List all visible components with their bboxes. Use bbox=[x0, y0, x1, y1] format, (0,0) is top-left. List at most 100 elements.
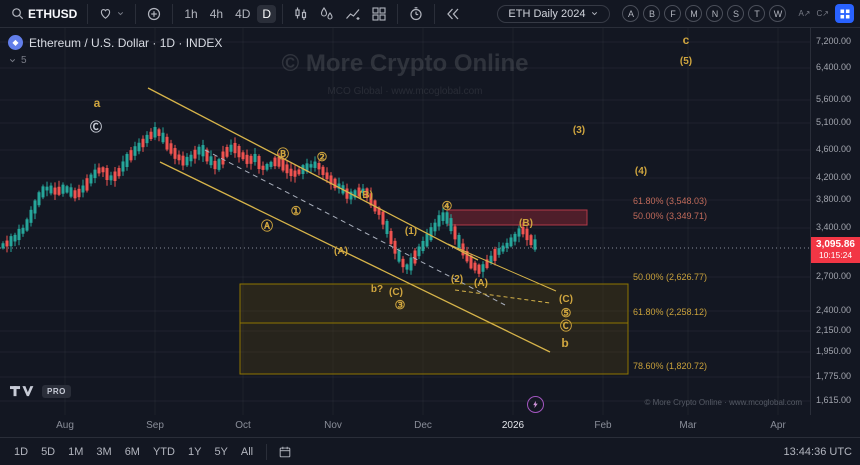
toolbar-separator bbox=[434, 3, 436, 24]
apps-grid-icon bbox=[840, 9, 849, 18]
time-axis-label: Nov bbox=[324, 420, 342, 431]
price-axis-label: 1,950.00 bbox=[816, 346, 852, 356]
indicators-icon bbox=[321, 6, 333, 20]
grid-layout-icon bbox=[372, 6, 386, 21]
compare-chart-button[interactable] bbox=[341, 4, 365, 24]
utc-clock[interactable]: 13:44:36 UTC bbox=[783, 445, 852, 458]
ethereum-icon: ◆ bbox=[8, 35, 23, 50]
letter-button-b[interactable]: B bbox=[643, 5, 661, 22]
interval-1h-button[interactable]: 1h bbox=[184, 6, 198, 21]
heart-icon bbox=[101, 8, 111, 19]
symbol-header[interactable]: ◆ Ethereum / U.S. Dollar · 1D · INDEX bbox=[8, 35, 222, 50]
range-button-5y[interactable]: 5Y bbox=[214, 445, 228, 458]
tradingview-logo[interactable]: PRO bbox=[10, 385, 71, 398]
letter-button-w[interactable]: W bbox=[769, 5, 787, 22]
alert-button[interactable] bbox=[404, 4, 428, 24]
quick-action-button[interactable] bbox=[527, 396, 544, 413]
price-axis[interactable]: 3,095.86 10:15:24 7,200.00 6,400.00 5,600.… bbox=[810, 28, 860, 415]
chevron-down-icon bbox=[592, 12, 598, 16]
chevron-down-icon bbox=[9, 59, 16, 63]
go-to-date-button[interactable] bbox=[274, 443, 296, 461]
alert-clock-icon bbox=[410, 6, 422, 20]
bar-countdown: 10:15:24 bbox=[818, 249, 853, 260]
watermark: © More Crypto Online MCO Global · www.mc… bbox=[0, 50, 810, 97]
compare-add-button[interactable] bbox=[142, 4, 166, 24]
bottom-toolbar: 1D 5D 1M 3M 6M YTD 1Y 5Y All 13:44:36 UTC bbox=[0, 437, 860, 465]
letter-button-t[interactable]: T bbox=[748, 5, 766, 22]
toolbar-right-cluster: A↗ C↗ bbox=[798, 4, 854, 23]
toolbar-separator bbox=[135, 3, 137, 24]
price-axis-label: 5,600.00 bbox=[816, 94, 852, 104]
chart-area: © More Crypto Online MCO Global · www.mc… bbox=[0, 28, 860, 415]
interval-4h-button[interactable]: 4h bbox=[209, 6, 224, 21]
letter-button-a[interactable]: A bbox=[622, 5, 640, 22]
letter-button-n[interactable]: N bbox=[706, 5, 724, 22]
time-axis-label: Dec bbox=[414, 420, 432, 431]
time-axis-label: Feb bbox=[594, 420, 612, 431]
range-button-all[interactable]: All bbox=[240, 445, 254, 458]
time-axis[interactable]: Aug Sep Oct Nov Dec 2026 Feb Mar Apr bbox=[0, 415, 860, 437]
toolbar-mini-icon-a[interactable]: A↗ bbox=[798, 9, 811, 18]
time-axis-label: Mar bbox=[679, 420, 697, 431]
price-axis-label: 2,700.00 bbox=[816, 271, 852, 281]
current-price: 3,095.86 bbox=[816, 239, 855, 250]
time-axis-label: Aug bbox=[56, 420, 74, 431]
letter-button-f[interactable]: F bbox=[664, 5, 682, 22]
symbol-name: ETHUSD bbox=[28, 6, 78, 21]
toolbar-separator bbox=[87, 3, 89, 24]
current-price-badge: 3,095.86 10:15:24 bbox=[811, 237, 860, 264]
replay-icon bbox=[447, 8, 459, 19]
price-axis-label: 7,200.00 bbox=[816, 36, 852, 46]
candlestick-chart[interactable] bbox=[0, 28, 810, 415]
price-axis-label: 3,800.00 bbox=[816, 194, 852, 204]
plus-circle-icon bbox=[148, 7, 161, 20]
time-axis-label: Apr bbox=[770, 420, 786, 431]
price-axis-label: 5,100.00 bbox=[816, 117, 852, 127]
range-button-1d[interactable]: 1D bbox=[14, 445, 29, 458]
price-axis-label: 3,400.00 bbox=[816, 222, 852, 232]
toolbar-mini-icon-c[interactable]: C↗ bbox=[816, 9, 829, 18]
toolbar-separator bbox=[397, 3, 399, 24]
range-button-ytd[interactable]: YTD bbox=[152, 445, 175, 458]
symbol-search-button[interactable]: ETHUSD bbox=[6, 4, 81, 23]
chart-style-button[interactable] bbox=[289, 4, 313, 24]
interval-d-button[interactable]: D bbox=[257, 4, 277, 23]
layout-template-dropdown[interactable]: ETH Daily 2024 bbox=[497, 4, 611, 23]
price-axis-label: 2,400.00 bbox=[816, 305, 852, 315]
interval-4d-button[interactable]: 4D bbox=[235, 6, 251, 21]
lightning-icon bbox=[533, 400, 538, 409]
range-button-1y[interactable]: 1Y bbox=[187, 445, 202, 458]
bottom-separator bbox=[266, 443, 268, 460]
legend-value: 5 bbox=[21, 55, 27, 66]
letter-button-m[interactable]: M bbox=[685, 5, 703, 22]
indicators-button[interactable] bbox=[315, 4, 339, 24]
chart-credit: © More Crypto Online · www.mcoglobal.com bbox=[644, 398, 803, 407]
range-button-1m[interactable]: 1M bbox=[68, 445, 84, 458]
time-axis-label: Oct bbox=[235, 420, 251, 431]
layout-grid-button[interactable] bbox=[367, 4, 391, 24]
symbol-title: Ethereum / U.S. Dollar · 1D · INDEX bbox=[29, 35, 223, 50]
watermark-title: © More Crypto Online bbox=[281, 50, 529, 77]
range-button-6m[interactable]: 6M bbox=[124, 445, 140, 458]
chart-plus-icon bbox=[346, 8, 360, 20]
letter-button-s[interactable]: S bbox=[727, 5, 745, 22]
range-button-3m[interactable]: 3M bbox=[96, 445, 112, 458]
blue-apps-button[interactable] bbox=[835, 4, 854, 23]
replay-button[interactable] bbox=[441, 4, 465, 24]
chevron-down-icon bbox=[118, 12, 124, 16]
calendar-icon bbox=[279, 446, 291, 457]
price-axis-label: 4,200.00 bbox=[816, 172, 852, 182]
candlestick-icon bbox=[295, 7, 307, 20]
range-button-5d[interactable]: 5D bbox=[41, 445, 56, 458]
price-axis-label: 6,400.00 bbox=[816, 62, 852, 72]
indicator-legend[interactable]: 5 bbox=[8, 55, 27, 66]
toolbar-separator bbox=[282, 3, 284, 24]
favorites-button[interactable] bbox=[94, 4, 129, 23]
watermark-subtitle: MCO Global · www.mcoglobal.com bbox=[327, 86, 483, 97]
time-axis-label: Sep bbox=[146, 420, 164, 431]
price-axis-label: 2,150.00 bbox=[816, 325, 852, 335]
price-axis-label: 4,600.00 bbox=[816, 144, 852, 154]
price-axis-label: 1,615.00 bbox=[816, 395, 852, 405]
